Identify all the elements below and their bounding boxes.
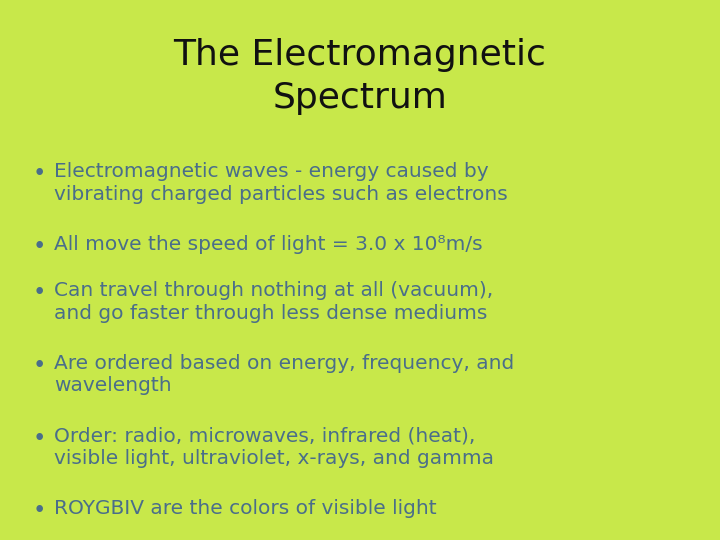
Text: The Electromagnetic
Spectrum: The Electromagnetic Spectrum bbox=[174, 38, 546, 115]
Text: Can travel through nothing at all (vacuum),
and go faster through less dense med: Can travel through nothing at all (vacuu… bbox=[54, 281, 493, 322]
Text: •: • bbox=[32, 162, 46, 185]
Text: Electromagnetic waves - energy caused by
vibrating charged particles such as ele: Electromagnetic waves - energy caused by… bbox=[54, 162, 508, 204]
Text: Are ordered based on energy, frequency, and
wavelength: Are ordered based on energy, frequency, … bbox=[54, 354, 514, 395]
Text: ROYGBIV are the colors of visible light: ROYGBIV are the colors of visible light bbox=[54, 500, 436, 518]
Text: All move the speed of light = 3.0 x 10⁸m/s: All move the speed of light = 3.0 x 10⁸m… bbox=[54, 235, 482, 254]
Text: Order: radio, microwaves, infrared (heat),
visible light, ultraviolet, x-rays, a: Order: radio, microwaves, infrared (heat… bbox=[54, 427, 494, 468]
Text: •: • bbox=[32, 354, 46, 377]
Text: •: • bbox=[32, 281, 46, 304]
Text: •: • bbox=[32, 427, 46, 450]
Text: •: • bbox=[32, 235, 46, 258]
Text: •: • bbox=[32, 500, 46, 523]
